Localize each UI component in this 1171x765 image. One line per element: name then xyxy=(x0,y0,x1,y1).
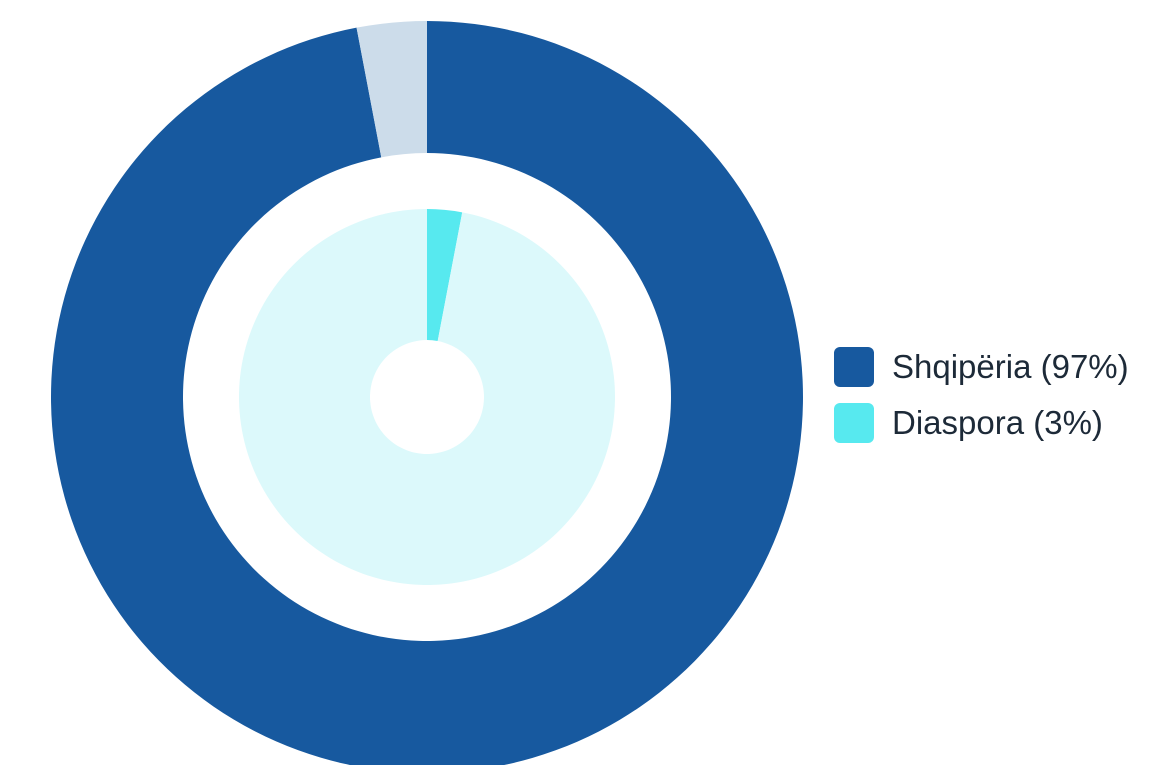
chart-legend: Shqipëria (97%) Diaspora (3%) xyxy=(834,347,1129,460)
legend-item-shqiperia[interactable]: Shqipëria (97%) xyxy=(834,347,1129,387)
legend-label-shqiperia: Shqipëria (97%) xyxy=(892,348,1129,385)
outer-slice-diaspora[interactable] xyxy=(356,21,427,158)
legend-swatch-shqiperia xyxy=(834,347,874,387)
inner-slice-shqip-ria[interactable] xyxy=(238,209,615,585)
outer-ring xyxy=(51,21,803,765)
inner-slice-diaspora[interactable] xyxy=(427,209,463,342)
inner-ring xyxy=(238,209,615,585)
legend-item-diaspora[interactable]: Diaspora (3%) xyxy=(834,403,1129,443)
legend-swatch-diaspora xyxy=(834,403,874,443)
legend-label-diaspora: Diaspora (3%) xyxy=(892,404,1103,441)
outer-slice-shqip-ria[interactable] xyxy=(51,21,803,765)
